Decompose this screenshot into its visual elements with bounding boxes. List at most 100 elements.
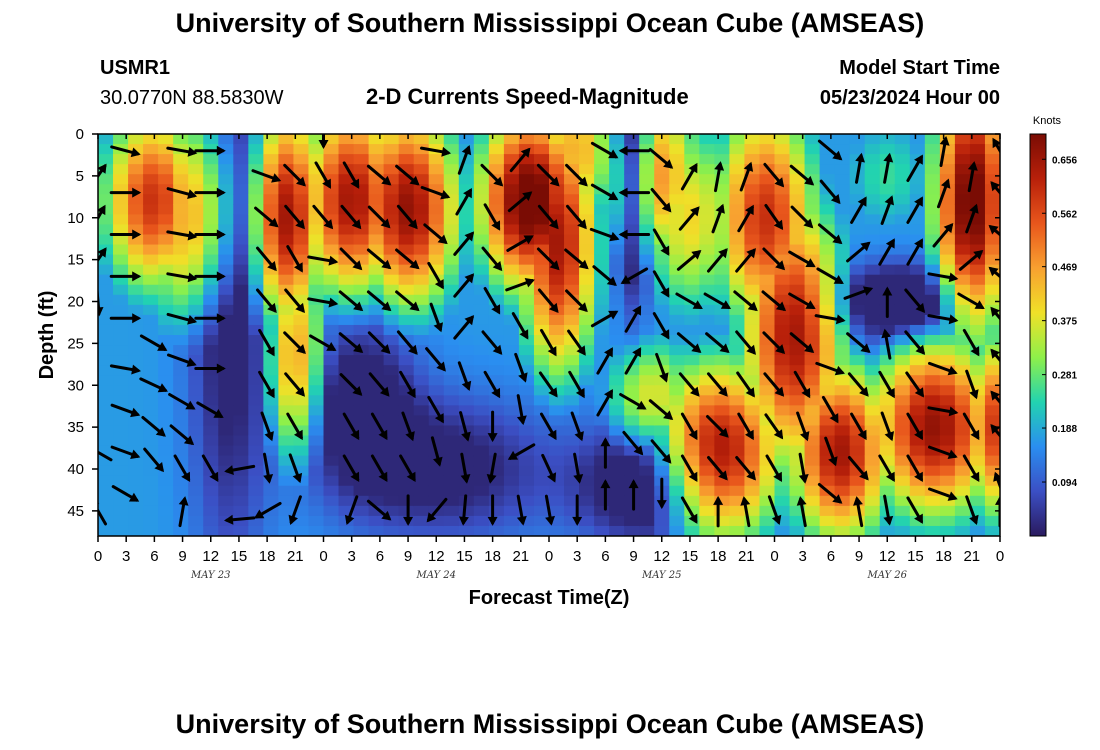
heatmap-cell	[473, 234, 490, 246]
heatmap-cell	[669, 294, 685, 306]
heatmap-cell	[263, 144, 279, 155]
heatmap-cell	[849, 425, 866, 437]
heatmap-cell	[398, 194, 415, 205]
heatmap-cell	[323, 304, 340, 316]
heatmap-cell	[338, 174, 355, 185]
heatmap-cell	[759, 254, 776, 266]
heatmap-cell	[113, 335, 129, 346]
heatmap-cell	[954, 144, 971, 155]
heatmap-cell	[398, 224, 415, 236]
heatmap-cell	[849, 405, 866, 416]
y-tick-label: 30	[67, 377, 84, 394]
heatmap-cell	[128, 154, 144, 165]
heatmap-cell	[398, 465, 415, 477]
heatmap-cell	[278, 224, 295, 236]
heatmap-cell	[759, 154, 776, 165]
heatmap-cell	[173, 194, 189, 205]
heatmap-cell	[98, 264, 114, 276]
heatmap-cell	[639, 405, 655, 416]
current-vector	[735, 330, 756, 355]
heatmap-cell	[143, 365, 159, 376]
current-vector	[707, 372, 728, 397]
heatmap-cell	[398, 435, 415, 447]
heatmap-cell	[654, 314, 670, 326]
heatmap-cell	[233, 314, 249, 326]
heatmap-cell	[699, 134, 715, 145]
current-vector	[109, 313, 142, 324]
heatmap-cell	[278, 465, 295, 477]
heatmap-cell	[458, 435, 475, 447]
heatmap-cell	[263, 365, 279, 376]
heatmap-cell	[924, 385, 941, 396]
heatmap-cell	[113, 304, 129, 316]
heatmap-cell	[744, 485, 761, 497]
heatmap-cell	[684, 385, 700, 396]
heatmap-cell	[924, 284, 941, 296]
heatmap-cell	[789, 174, 806, 185]
current-vector	[109, 364, 141, 375]
heatmap-cell	[714, 264, 730, 276]
heatmap-cell	[804, 455, 821, 467]
heatmap-cell	[233, 465, 249, 477]
current-vector	[511, 312, 529, 340]
heatmap-cell	[383, 144, 400, 155]
heatmap-cell	[819, 455, 836, 467]
heatmap-cell	[969, 375, 986, 386]
heatmap-cell	[248, 154, 264, 165]
heatmap-cell	[804, 395, 821, 406]
heatmap-cell	[488, 164, 505, 175]
heatmap-cell	[579, 284, 595, 296]
heatmap-cell	[533, 385, 550, 396]
heatmap-cell	[594, 515, 610, 527]
heatmap-cell	[684, 274, 700, 286]
heatmap-cell	[128, 254, 144, 266]
heatmap-cell	[864, 385, 881, 396]
heatmap-cell	[624, 204, 640, 215]
heatmap-cell	[759, 214, 776, 226]
heatmap-cell	[579, 425, 595, 437]
heatmap-cell	[969, 455, 986, 467]
current-vector	[514, 352, 528, 383]
heatmap-cell	[624, 465, 640, 477]
current-vector	[939, 136, 950, 167]
heatmap-cell	[143, 284, 159, 296]
heatmap-cell	[579, 395, 595, 406]
heatmap-cell	[564, 335, 580, 346]
heatmap-cell	[473, 304, 490, 316]
heatmap-cell	[654, 515, 670, 527]
heatmap-cell	[909, 525, 926, 536]
heatmap-cell	[954, 475, 971, 487]
heatmap-cell	[323, 154, 340, 165]
heatmap-cell	[954, 274, 971, 286]
heatmap-cell	[203, 214, 219, 226]
heatmap-cell	[188, 335, 204, 346]
current-vector	[817, 483, 843, 504]
heatmap-cell	[518, 405, 535, 416]
current-vector	[168, 393, 196, 410]
current-vector	[483, 370, 501, 399]
heatmap-cell	[383, 445, 400, 457]
heatmap-cell	[804, 495, 821, 507]
heatmap-cell	[188, 395, 204, 406]
current-vector	[483, 203, 501, 231]
heatmap-cell	[443, 525, 460, 536]
current-vector	[143, 447, 164, 473]
current-vector	[816, 267, 844, 284]
heatmap-cell	[624, 214, 640, 226]
heatmap-cell	[609, 214, 625, 226]
heatmap-cell	[669, 365, 685, 376]
heatmap-cell	[864, 475, 881, 487]
heatmap-cell	[759, 184, 776, 195]
heatmap-cell	[894, 365, 911, 376]
heatmap-cell	[564, 395, 580, 406]
heatmap-cell	[413, 375, 430, 386]
heatmap-cell	[609, 345, 625, 356]
heatmap-cell	[744, 365, 761, 376]
heatmap-cell	[669, 445, 685, 457]
heatmap-cell	[849, 345, 866, 356]
heatmap-cell	[834, 144, 851, 155]
heatmap-cell	[699, 345, 715, 356]
heatmap-cell	[789, 475, 806, 487]
heatmap-cell	[774, 154, 791, 165]
heatmap-cell	[789, 224, 806, 236]
